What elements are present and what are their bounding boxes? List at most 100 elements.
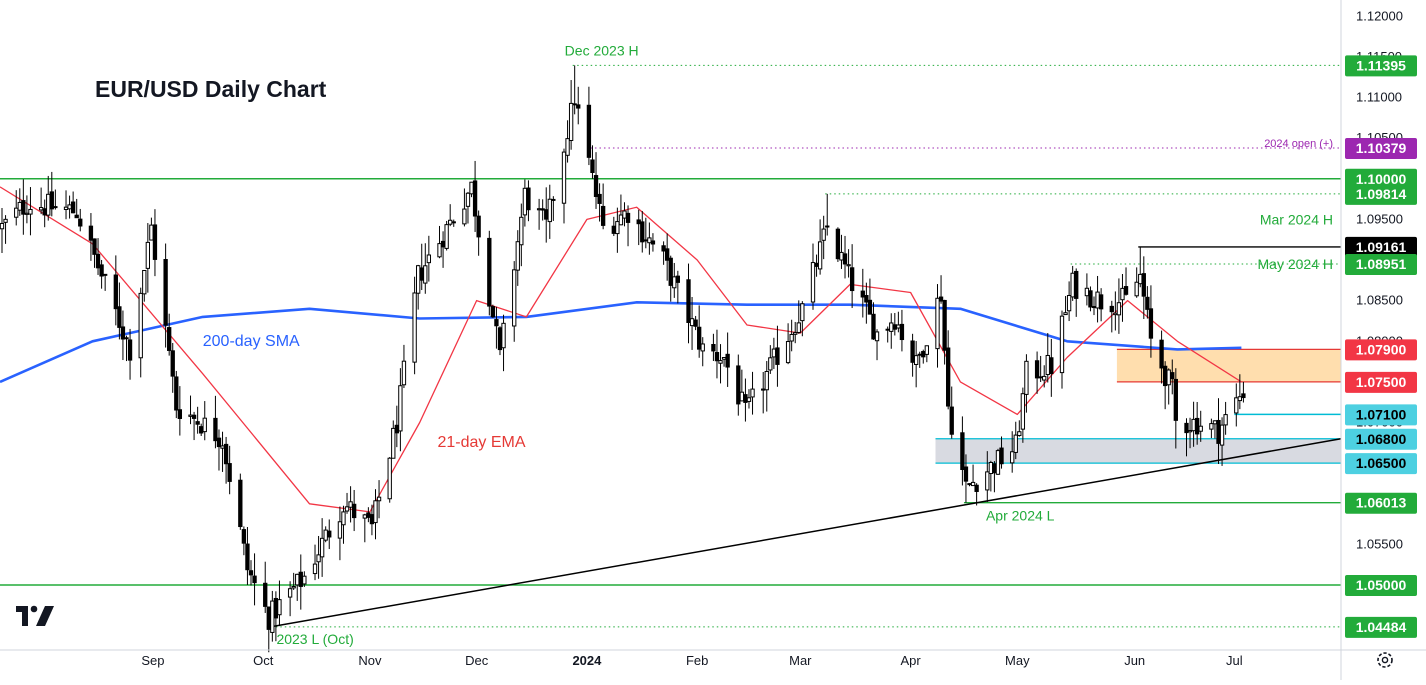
annotation-label: 200-day SMA xyxy=(203,333,300,350)
price-tag-bg xyxy=(1345,404,1417,426)
candle xyxy=(351,489,357,532)
indicators-layer xyxy=(0,186,1242,513)
candle-body xyxy=(796,322,801,333)
candle-body xyxy=(469,181,474,195)
candle xyxy=(565,120,570,163)
candle xyxy=(99,259,104,289)
candle-body xyxy=(3,218,8,223)
candle-body xyxy=(273,597,279,619)
candle-body xyxy=(568,102,574,141)
time-axis-tick: 2024 xyxy=(572,653,602,668)
price-tag: 1.05000 xyxy=(1345,575,1417,596)
tradingview-logo[interactable] xyxy=(16,605,54,626)
candle-body xyxy=(946,347,951,407)
candle xyxy=(1088,286,1093,312)
candle-body xyxy=(661,245,666,252)
candle xyxy=(316,535,321,579)
candle xyxy=(223,436,229,484)
candle xyxy=(142,269,147,302)
candle-body xyxy=(544,209,549,220)
sma-200-line xyxy=(0,301,1242,384)
price-tag-label: 1.04484 xyxy=(1356,619,1407,635)
price-tag: 1.07500 xyxy=(1345,371,1417,393)
candle-body xyxy=(170,350,175,377)
logo-slash xyxy=(36,606,54,626)
candle-body xyxy=(487,237,492,307)
candle-body xyxy=(319,537,325,558)
candle-body xyxy=(323,529,328,541)
candle xyxy=(1141,256,1146,320)
candle xyxy=(842,235,848,279)
candle-body xyxy=(917,353,922,356)
candle xyxy=(437,225,442,259)
candle xyxy=(1013,421,1018,460)
price-tag: 1.09814 xyxy=(1345,183,1417,205)
candle xyxy=(476,210,481,256)
candle-body xyxy=(697,326,702,350)
candle xyxy=(195,406,200,434)
candle xyxy=(515,230,520,286)
candle-body xyxy=(921,351,926,358)
candle xyxy=(764,361,769,412)
candle-body xyxy=(889,322,894,332)
logo-mark xyxy=(16,606,28,626)
price-tag: 1.08951 xyxy=(1345,253,1417,275)
price-tag-bg xyxy=(1345,616,1417,638)
candle-body xyxy=(1088,290,1093,308)
candle-body xyxy=(195,421,200,425)
candle-body xyxy=(252,575,257,584)
candle xyxy=(319,518,325,577)
candle xyxy=(92,238,97,268)
price-tag-label: 1.09161 xyxy=(1356,239,1407,255)
time-axis-tick: Feb xyxy=(686,653,708,668)
candle xyxy=(789,319,794,352)
candle xyxy=(494,306,499,349)
candle-body xyxy=(238,479,243,528)
candle-body xyxy=(1162,365,1168,387)
settings-icon-center xyxy=(1381,656,1389,664)
candle xyxy=(216,429,222,471)
candle xyxy=(444,220,449,251)
candle-body xyxy=(49,191,54,210)
candle xyxy=(102,273,108,291)
price-tag-bg xyxy=(1345,575,1417,596)
candle xyxy=(835,227,841,262)
candle-body xyxy=(344,506,350,512)
candle xyxy=(74,198,79,219)
price-tag-bg xyxy=(1345,492,1417,514)
zone-0 xyxy=(1116,349,1341,382)
candle xyxy=(312,544,318,581)
settings-button[interactable] xyxy=(1377,652,1393,668)
candle xyxy=(860,268,865,318)
candle xyxy=(238,473,243,530)
annotations-layer: Dec 2023 H 2024 open (+) Mar 2024 H May 202… xyxy=(203,42,1333,647)
candle xyxy=(127,328,133,380)
candle-body xyxy=(70,201,76,214)
price-tag: 1.06013 xyxy=(1345,492,1417,514)
candle xyxy=(117,282,122,340)
price-tag-label: 1.07500 xyxy=(1356,374,1407,390)
price-tag-bg xyxy=(1345,371,1417,393)
candle-body xyxy=(270,600,275,633)
candle-body xyxy=(1187,430,1193,433)
price-tag-label: 1.07100 xyxy=(1356,406,1407,422)
candle-body xyxy=(42,208,47,216)
annotation-label: May 2024 H xyxy=(1258,256,1333,272)
candle-body xyxy=(366,512,371,518)
candle xyxy=(501,314,506,372)
candle-body xyxy=(88,225,94,241)
candle-body xyxy=(291,586,296,589)
candle xyxy=(938,275,944,304)
settings-icon[interactable] xyxy=(1377,652,1393,668)
candle xyxy=(412,276,417,375)
candle-body xyxy=(789,333,794,342)
candle-body xyxy=(412,292,417,363)
candle-body xyxy=(1148,308,1154,339)
time-axis[interactable]: Sep Oct Nov Dec 2024 Feb Mar Apr May Jun Jul xyxy=(141,653,1242,668)
candle xyxy=(1241,381,1246,403)
price-tag-label: 1.06500 xyxy=(1356,455,1407,471)
candle xyxy=(88,213,94,261)
candle-body xyxy=(775,347,780,365)
